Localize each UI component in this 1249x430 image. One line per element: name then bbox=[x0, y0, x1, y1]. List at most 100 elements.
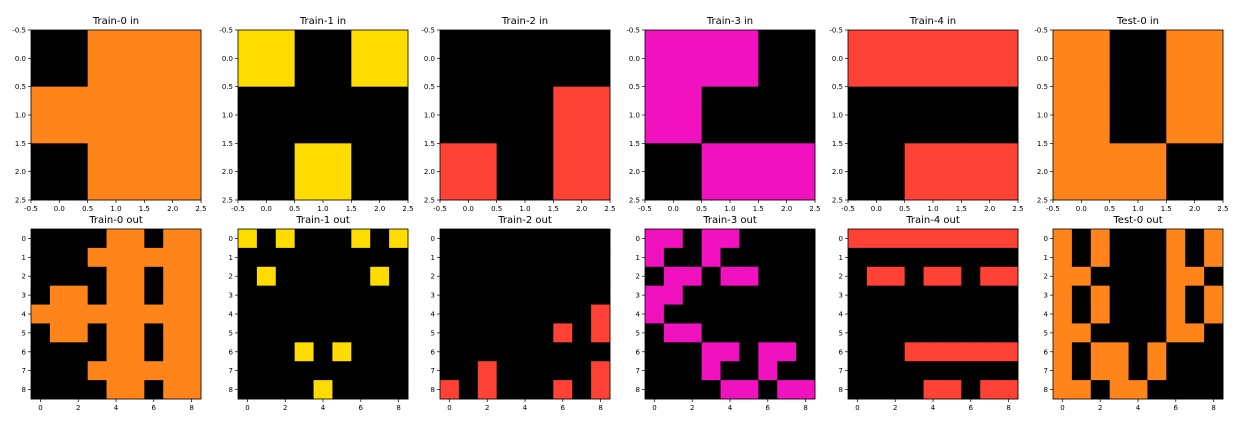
grid-cell bbox=[106, 323, 126, 343]
grid-cell bbox=[999, 247, 1019, 268]
grid-cell bbox=[904, 380, 924, 400]
grid-cell bbox=[351, 86, 409, 144]
y-tick-label: 1.5 bbox=[629, 140, 640, 148]
grid-cell bbox=[885, 361, 906, 381]
grid-cell bbox=[980, 342, 1000, 362]
x-tick-label: 0.5 bbox=[289, 205, 300, 213]
grid-cell bbox=[848, 342, 868, 362]
grid-cell bbox=[591, 342, 611, 362]
y-tick-label: 3 bbox=[431, 292, 435, 300]
grid-cell bbox=[777, 229, 797, 249]
grid-cell bbox=[351, 143, 409, 201]
grid-cell bbox=[1109, 86, 1167, 144]
y-tick-label: 4 bbox=[229, 311, 234, 319]
grid-cell bbox=[866, 229, 887, 249]
grid-cell bbox=[904, 266, 924, 287]
x-tick-label: 2 bbox=[485, 404, 489, 412]
grid-cell bbox=[848, 323, 868, 343]
grid-cell bbox=[1090, 266, 1111, 287]
y-tick-label: -0.5 bbox=[1034, 27, 1048, 35]
grid-cell bbox=[701, 323, 721, 343]
grid-cell bbox=[458, 247, 479, 268]
y-tick-label: 3 bbox=[22, 292, 26, 300]
grid-cell bbox=[351, 285, 371, 305]
x-tick-label: 2.5 bbox=[809, 205, 820, 213]
grid-cell bbox=[1185, 266, 1205, 287]
grid-cell bbox=[942, 229, 962, 249]
grid-cell bbox=[796, 323, 816, 343]
grid-cell bbox=[904, 342, 924, 362]
grid-cell bbox=[758, 266, 778, 287]
output-panel-3: Train-3 out 0 2 4 6 8 0 1 2 3 4 5 6 7 8 bbox=[636, 215, 816, 412]
grid-cell bbox=[294, 266, 314, 287]
grid-cell bbox=[458, 304, 479, 324]
grid-cell bbox=[515, 285, 535, 305]
grid-cell bbox=[961, 266, 981, 287]
grid-cell bbox=[440, 285, 460, 305]
grid-cell bbox=[144, 285, 164, 305]
grid-cell bbox=[758, 143, 816, 201]
x-tick-label: 6 bbox=[1174, 404, 1179, 412]
grid-cell bbox=[125, 342, 145, 362]
grid-cell bbox=[572, 247, 592, 268]
x-tick-label: 4 bbox=[931, 404, 936, 412]
x-tick-label: 0.0 bbox=[871, 205, 882, 213]
grid-cell bbox=[904, 86, 962, 144]
x-tick-label: 2.0 bbox=[576, 205, 587, 213]
grid-cell bbox=[645, 247, 665, 268]
grid-cell bbox=[682, 266, 703, 287]
panel-title: Train-4 out bbox=[905, 215, 960, 226]
grid-cell bbox=[370, 342, 390, 362]
grid-cell bbox=[534, 285, 554, 305]
grid-cell bbox=[980, 380, 1000, 400]
grid-cell bbox=[31, 30, 89, 88]
x-tick-label: 1.5 bbox=[346, 205, 357, 213]
grid-cell bbox=[440, 323, 460, 343]
x-tick-label: 6 bbox=[766, 404, 771, 412]
x-tick-label: 6 bbox=[359, 404, 364, 412]
grid-cell bbox=[1204, 229, 1224, 249]
grid-cell bbox=[370, 380, 390, 400]
grid-cell bbox=[87, 247, 107, 268]
grid-cell bbox=[332, 247, 352, 268]
y-tick-label: 0.5 bbox=[629, 83, 640, 91]
y-tick-label: 4 bbox=[22, 311, 27, 319]
grid-cell bbox=[1204, 266, 1224, 287]
x-tick-label: 0 bbox=[652, 404, 656, 412]
grid-cell bbox=[1166, 361, 1186, 381]
grid-cell bbox=[458, 323, 479, 343]
grid-cell bbox=[238, 304, 258, 324]
y-tick-label: 1.0 bbox=[629, 112, 640, 120]
grid-cell bbox=[31, 380, 51, 400]
grid-cell bbox=[739, 342, 759, 362]
y-tick-label: 2.0 bbox=[1037, 168, 1048, 176]
grid-cell bbox=[961, 30, 1019, 88]
grid-cell bbox=[389, 342, 409, 362]
grid-cell bbox=[332, 380, 352, 400]
grid-cell bbox=[904, 229, 924, 249]
grid-cell bbox=[275, 323, 296, 343]
grid-cell bbox=[1090, 229, 1111, 249]
grid-cell bbox=[515, 380, 535, 400]
grid-cell bbox=[1166, 304, 1186, 324]
grid-cell bbox=[458, 229, 479, 249]
grid-cell bbox=[1109, 380, 1129, 400]
y-tick-label: -0.5 bbox=[219, 27, 233, 35]
grid-cell bbox=[739, 229, 759, 249]
panel-title: Train-2 in bbox=[501, 16, 548, 27]
grid-cell bbox=[275, 304, 296, 324]
grid-cell bbox=[682, 380, 703, 400]
grid-cell bbox=[796, 342, 816, 362]
grid-cell bbox=[591, 229, 611, 249]
grid-cell bbox=[663, 266, 684, 287]
x-tick-label: 2 bbox=[893, 404, 897, 412]
x-tick-label: 0 bbox=[1060, 404, 1064, 412]
grid-cell bbox=[1053, 361, 1073, 381]
grid-cell bbox=[87, 30, 145, 88]
grid-cell bbox=[758, 304, 778, 324]
grid-cell bbox=[720, 266, 740, 287]
x-tick-label: 8 bbox=[1211, 404, 1215, 412]
y-tick-label: 1 bbox=[839, 254, 843, 262]
grid-cell bbox=[87, 361, 107, 381]
grid-cell bbox=[663, 247, 684, 268]
